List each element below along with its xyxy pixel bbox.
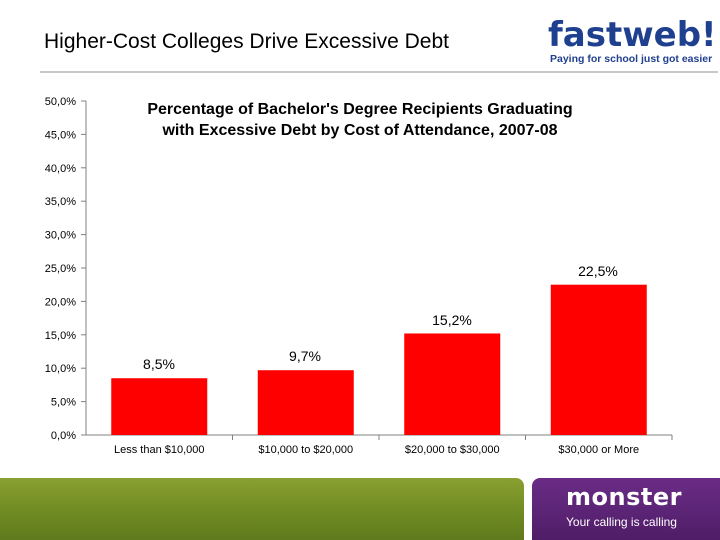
- chart-axes: 0,0% 5,0% 10,0% 15,0% 20,0% 25,0% 30,0% 35,0% 40…: [45, 96, 673, 442]
- chart-labels: Less than $10,000 $10,000 to $20,000 $20,0…: [114, 263, 639, 456]
- footer-monster-panel: [532, 478, 720, 540]
- y-tick-label: 45,0%: [45, 129, 76, 141]
- y-tick-label: 10,0%: [45, 363, 76, 375]
- footer-band: [0, 478, 720, 540]
- data-label: 8,5%: [143, 356, 175, 372]
- bar-chart: Percentage of Bachelor's Degree Recipien…: [45, 96, 673, 456]
- x-tick-label: $10,000 to $20,000: [258, 444, 353, 456]
- y-tick-label: 0,0%: [51, 430, 76, 442]
- x-tick-label: $30,000 or More: [558, 444, 639, 456]
- monster-logo-tagline: Your calling is calling: [566, 515, 677, 529]
- fastweb-logo-wordmark: fastweb!: [548, 15, 714, 55]
- chart-bars: [111, 284, 647, 435]
- fastweb-logo: fastweb! Paying for school just got easi…: [548, 15, 714, 65]
- footer-green-panel: [0, 478, 524, 540]
- bar: [550, 284, 647, 435]
- y-tick-label: 5,0%: [51, 397, 76, 409]
- monster-logo-wordmark: monster: [566, 483, 682, 511]
- bar: [111, 378, 208, 435]
- y-tick-label: 25,0%: [45, 263, 76, 275]
- slide-title: Higher-Cost Colleges Drive Excessive Deb…: [44, 30, 449, 53]
- bar: [404, 333, 501, 435]
- x-tick-label: $20,000 to $30,000: [405, 444, 500, 456]
- y-tick-label: 40,0%: [45, 163, 76, 175]
- y-tick-label: 15,0%: [45, 330, 76, 342]
- chart-title-line-1: Percentage of Bachelor's Degree Recipien…: [147, 101, 572, 118]
- y-tick-label: 20,0%: [45, 296, 76, 308]
- data-label: 9,7%: [289, 348, 321, 364]
- y-tick-label: 50,0%: [45, 96, 76, 108]
- x-tick-label: Less than $10,000: [114, 444, 205, 456]
- y-tick-label: 35,0%: [45, 196, 76, 208]
- title-divider: [40, 71, 718, 73]
- fastweb-logo-tagline: Paying for school just got easier: [550, 53, 712, 65]
- chart-title-line-2: with Excessive Debt by Cost of Attendanc…: [161, 122, 557, 139]
- data-label: 15,2%: [432, 312, 472, 328]
- y-tick-label: 30,0%: [45, 230, 76, 242]
- bar: [257, 370, 354, 435]
- data-label: 22,5%: [578, 263, 618, 279]
